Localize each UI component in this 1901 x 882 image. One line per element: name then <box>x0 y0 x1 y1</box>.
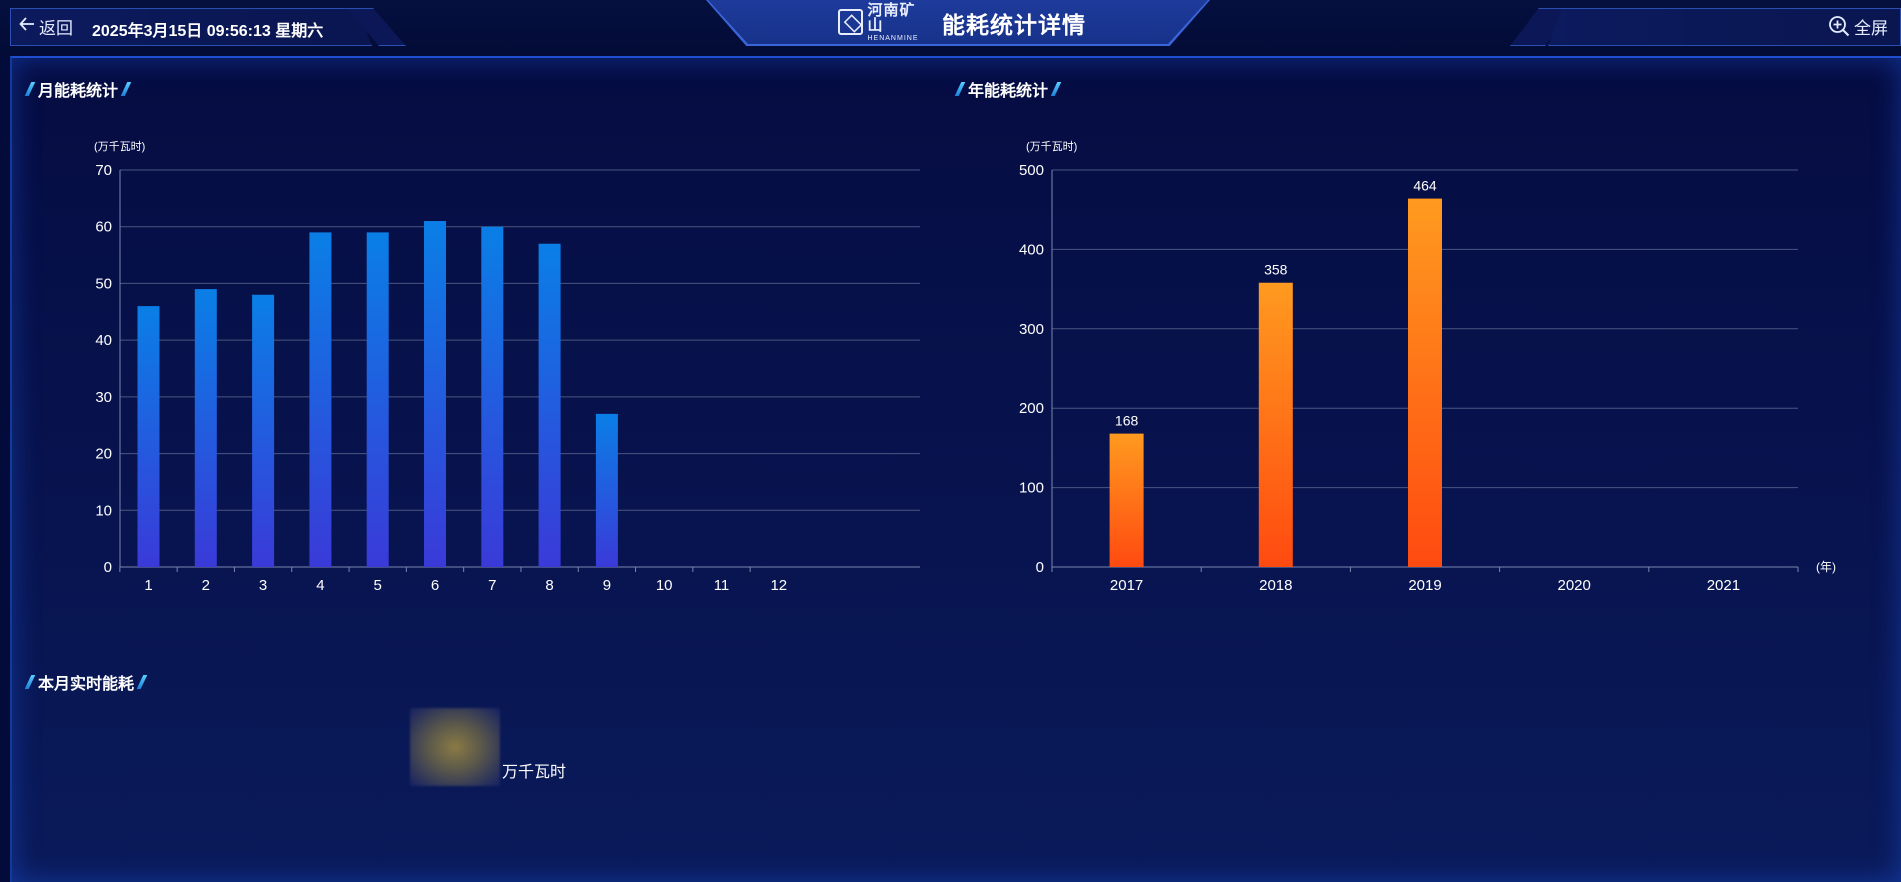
y-tick-label: 200 <box>1019 400 1044 417</box>
page-title: 能耗统计详情 <box>942 12 1086 38</box>
x-tick-label: 2017 <box>1110 577 1143 594</box>
bar <box>252 294 275 567</box>
bar <box>1408 198 1442 568</box>
back-panel <box>10 8 372 46</box>
x-tick-label: 11 <box>714 577 730 594</box>
x-tick-label: 2021 <box>1707 577 1740 594</box>
y-tick-label: 400 <box>1019 241 1044 258</box>
x-tick-label: 2018 <box>1259 577 1292 594</box>
realtime-title-text: 本月实时能耗 <box>38 676 135 693</box>
monthly-section-title: 月能耗统计 <box>24 77 132 101</box>
bar <box>309 232 332 567</box>
bar <box>595 413 618 567</box>
y-tick-label: 500 <box>1019 162 1044 179</box>
arrow-left-icon <box>18 15 36 37</box>
title-panel <box>708 0 1208 44</box>
y-tick-label: 50 <box>95 275 112 292</box>
monthly-title-text: 月能耗统计 <box>38 83 119 100</box>
bar <box>1258 282 1293 567</box>
bar <box>137 306 160 567</box>
bar <box>366 232 389 567</box>
current-datetime: 2025年3月15日 09:56:13 星期六 <box>92 23 324 40</box>
logo-mark-icon <box>838 9 864 35</box>
x-tick-label: 7 <box>488 577 496 594</box>
logo-text-cn: 河南矿山 <box>867 1 916 34</box>
y-tick-label: 300 <box>1019 321 1044 338</box>
company-logo: 河南矿山 HENANMINE <box>838 3 930 42</box>
bar <box>424 221 446 567</box>
x-tick-label: 9 <box>603 577 611 594</box>
bar <box>1109 433 1144 567</box>
x-tick-label: 6 <box>431 577 439 594</box>
top-header: 返回 2025年3月15日 09:56:13 星期六 河南矿山 HENANMIN… <box>0 0 1901 56</box>
realtime-value-blurred <box>410 708 500 786</box>
bar <box>481 226 504 567</box>
y-axis-label: (万千瓦时) <box>1026 140 1077 153</box>
back-button[interactable]: 返回 <box>18 14 73 38</box>
y-tick-label: 0 <box>1036 559 1044 576</box>
y-tick-label: 60 <box>95 219 112 236</box>
x-tick-label: 2020 <box>1558 577 1591 594</box>
data-label: 168 <box>1115 413 1139 429</box>
yearly-section-title: 年能耗统计 <box>954 77 1062 101</box>
logo-text-en: HENANMINE <box>867 34 919 42</box>
x-tick-label: 12 <box>770 577 787 594</box>
bar <box>194 289 217 567</box>
y-tick-label: 70 <box>95 162 112 179</box>
bar <box>538 243 561 567</box>
realtime-unit: 万千瓦时 <box>502 764 567 781</box>
x-tick-label: 1 <box>144 577 152 594</box>
realtime-section-title: 本月实时能耗 <box>24 670 148 694</box>
y-tick-label: 0 <box>104 559 112 576</box>
yearly-title-text: 年能耗统计 <box>968 83 1049 100</box>
x-tick-label: 3 <box>259 577 267 594</box>
x-tick-label: 4 <box>316 577 324 594</box>
x-tick-label: 2019 <box>1408 577 1441 594</box>
x-tick-label: 5 <box>374 577 382 594</box>
yearly-energy-chart: (万千瓦时) 0 100 200 300 400 500 2017 168 2018 358 2019… <box>1019 140 1836 594</box>
y-tick-label: 40 <box>95 332 112 349</box>
y-tick-label: 100 <box>1019 480 1044 497</box>
x-tick-label: 2 <box>202 577 210 594</box>
zoom-in-icon <box>1828 15 1850 37</box>
right-panel <box>1548 8 1901 46</box>
y-tick-label: 10 <box>95 502 112 519</box>
y-tick-label: 20 <box>95 446 112 463</box>
y-axis-label: (万千瓦时) <box>94 140 145 153</box>
x-tick-label: 8 <box>545 577 553 594</box>
monthly-energy-chart: (万千瓦时)010203040506070123456789101112月 <box>94 140 920 594</box>
x-tick-label: 10 <box>656 577 673 594</box>
fullscreen-button[interactable]: 全屏 <box>1828 13 1888 39</box>
y-tick-label: 30 <box>95 389 112 406</box>
fullscreen-label: 全屏 <box>1854 18 1888 38</box>
data-label: 358 <box>1264 262 1288 278</box>
data-label: 464 <box>1413 178 1437 194</box>
x-axis-label: (年) <box>1816 560 1836 574</box>
back-label: 返回 <box>39 18 73 38</box>
